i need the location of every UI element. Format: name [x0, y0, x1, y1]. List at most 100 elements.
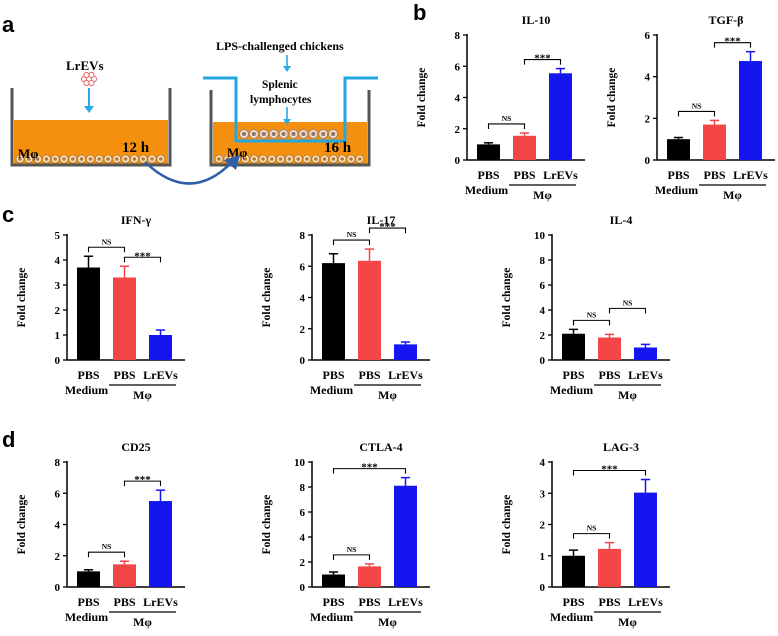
- group-label-macrophage: Mφ: [618, 388, 637, 402]
- category-label: LrEVs: [733, 168, 768, 182]
- y-tick-label: 4: [540, 457, 546, 469]
- cell-nucleus-icon: [27, 157, 31, 161]
- dish-wall-left: [10, 88, 172, 167]
- y-tick-label: 2: [540, 330, 546, 342]
- cell-nucleus-icon: [123, 157, 128, 161]
- y-tick-label: 3: [540, 488, 546, 500]
- significance-bracket: [713, 42, 752, 48]
- significance-label: NS: [102, 237, 112, 246]
- cell-nucleus-icon: [106, 157, 110, 161]
- category-label: PBS: [562, 595, 584, 609]
- cell-nucleus-icon: [322, 157, 327, 161]
- y-tick-label: 0: [300, 355, 306, 367]
- significance-label: ***: [134, 474, 151, 486]
- lymphocytes-label: lymphocytes: [250, 94, 312, 106]
- significance-label: NS: [587, 524, 597, 533]
- group-label-macrophage: Mφ: [533, 188, 552, 202]
- y-tick-label: 4: [55, 520, 61, 532]
- significance-label: NS: [347, 545, 357, 554]
- cell-nucleus-icon: [88, 157, 93, 161]
- chart-title: TGF-β: [709, 13, 744, 27]
- significance-bracket: [87, 551, 126, 558]
- category-label: LrEVs: [143, 595, 178, 609]
- group-label-medium: Medium: [65, 383, 108, 397]
- y-tick-label: 6: [300, 261, 306, 273]
- bar: [77, 571, 100, 587]
- y-tick-label: 2: [55, 305, 61, 317]
- significance-label: ***: [361, 462, 378, 474]
- cell-nucleus-icon: [53, 157, 57, 161]
- cell-nucleus-icon: [311, 131, 316, 137]
- macrophage-label-right: Mφ: [227, 145, 247, 160]
- cell-nucleus-icon: [301, 131, 306, 137]
- chart-title: LAG-3: [603, 440, 639, 454]
- y-tick-label: 0: [540, 355, 546, 367]
- cell-nucleus-icon: [349, 157, 353, 161]
- bar: [149, 335, 172, 360]
- significance-bracket: [677, 110, 716, 117]
- panel-letter-d: d: [2, 427, 15, 452]
- cell-nucleus-icon: [71, 157, 75, 161]
- group-label-medium: Medium: [65, 610, 108, 624]
- y-tick-label: 4: [540, 305, 546, 317]
- category-label: PBS: [562, 368, 584, 382]
- coculture-schematic: LrEVs Mφ 12 h LPS-challenged chickens Sp…: [10, 39, 378, 185]
- time-label-12h: 12 h: [122, 140, 150, 156]
- y-tick-label: 8: [300, 230, 306, 242]
- y-tick-label: 5: [55, 230, 61, 242]
- chart-title: IL-4: [610, 213, 633, 227]
- cell-nucleus-icon: [314, 157, 318, 161]
- significance-bracket: [332, 239, 371, 246]
- bar: [549, 73, 572, 160]
- y-tick-label: 8: [455, 30, 461, 42]
- cell-nucleus-icon: [241, 131, 247, 137]
- group-label-macrophage: Mφ: [133, 388, 152, 402]
- chart-title: IL-10: [522, 13, 551, 27]
- significance-bracket: [332, 468, 407, 474]
- chart-title: CD25: [121, 440, 150, 454]
- cell-nucleus-icon: [287, 157, 292, 161]
- group-label-macrophage: Mφ: [723, 188, 742, 202]
- bar: [634, 492, 657, 587]
- significance-bracket: [123, 480, 162, 487]
- significance-label: NS: [347, 230, 357, 239]
- bar: [598, 548, 621, 587]
- y-tick-label: 0: [55, 355, 61, 367]
- y-tick-label: 4: [55, 255, 61, 267]
- splenic-label: Splenic: [262, 79, 298, 91]
- cell-nucleus-icon: [44, 157, 49, 161]
- y-tick-label: 4: [455, 93, 461, 105]
- category-label: LrEVs: [628, 595, 663, 609]
- cell-nucleus-icon: [115, 157, 119, 161]
- significance-label: ***: [534, 53, 551, 65]
- group-label-macrophage: Mφ: [378, 388, 397, 402]
- category-label: PBS: [77, 595, 99, 609]
- category-label: PBS: [477, 168, 499, 182]
- y-tick-label: 2: [300, 557, 306, 569]
- y-tick-label: 6: [540, 280, 546, 292]
- panel-letter-c: c: [2, 202, 14, 227]
- group-label-medium: Medium: [550, 383, 593, 397]
- significance-label: NS: [587, 310, 597, 319]
- category-label: LrEVs: [143, 368, 178, 382]
- y-tick-label: 0: [645, 155, 651, 167]
- bar: [667, 139, 690, 160]
- bar: [113, 564, 136, 587]
- y-tick-label: 0: [455, 155, 461, 167]
- significance-label: NS: [623, 298, 633, 307]
- category-label: LrEVs: [543, 168, 578, 182]
- transwell-insert: [203, 76, 378, 143]
- lrevs-label: LrEVs: [66, 58, 104, 73]
- bar: [322, 263, 345, 360]
- y-axis-label: Fold change: [501, 268, 513, 328]
- bar: [703, 124, 726, 160]
- y-tick-label: 6: [645, 30, 651, 42]
- y-tick-label: 6: [455, 61, 461, 73]
- y-tick-label: 2: [55, 551, 61, 563]
- cell-nucleus-icon: [141, 157, 145, 161]
- cell-nucleus-icon: [18, 157, 22, 161]
- arrowhead-icon: [283, 119, 291, 125]
- group-label-medium: Medium: [310, 383, 353, 397]
- significance-label: ***: [601, 464, 618, 476]
